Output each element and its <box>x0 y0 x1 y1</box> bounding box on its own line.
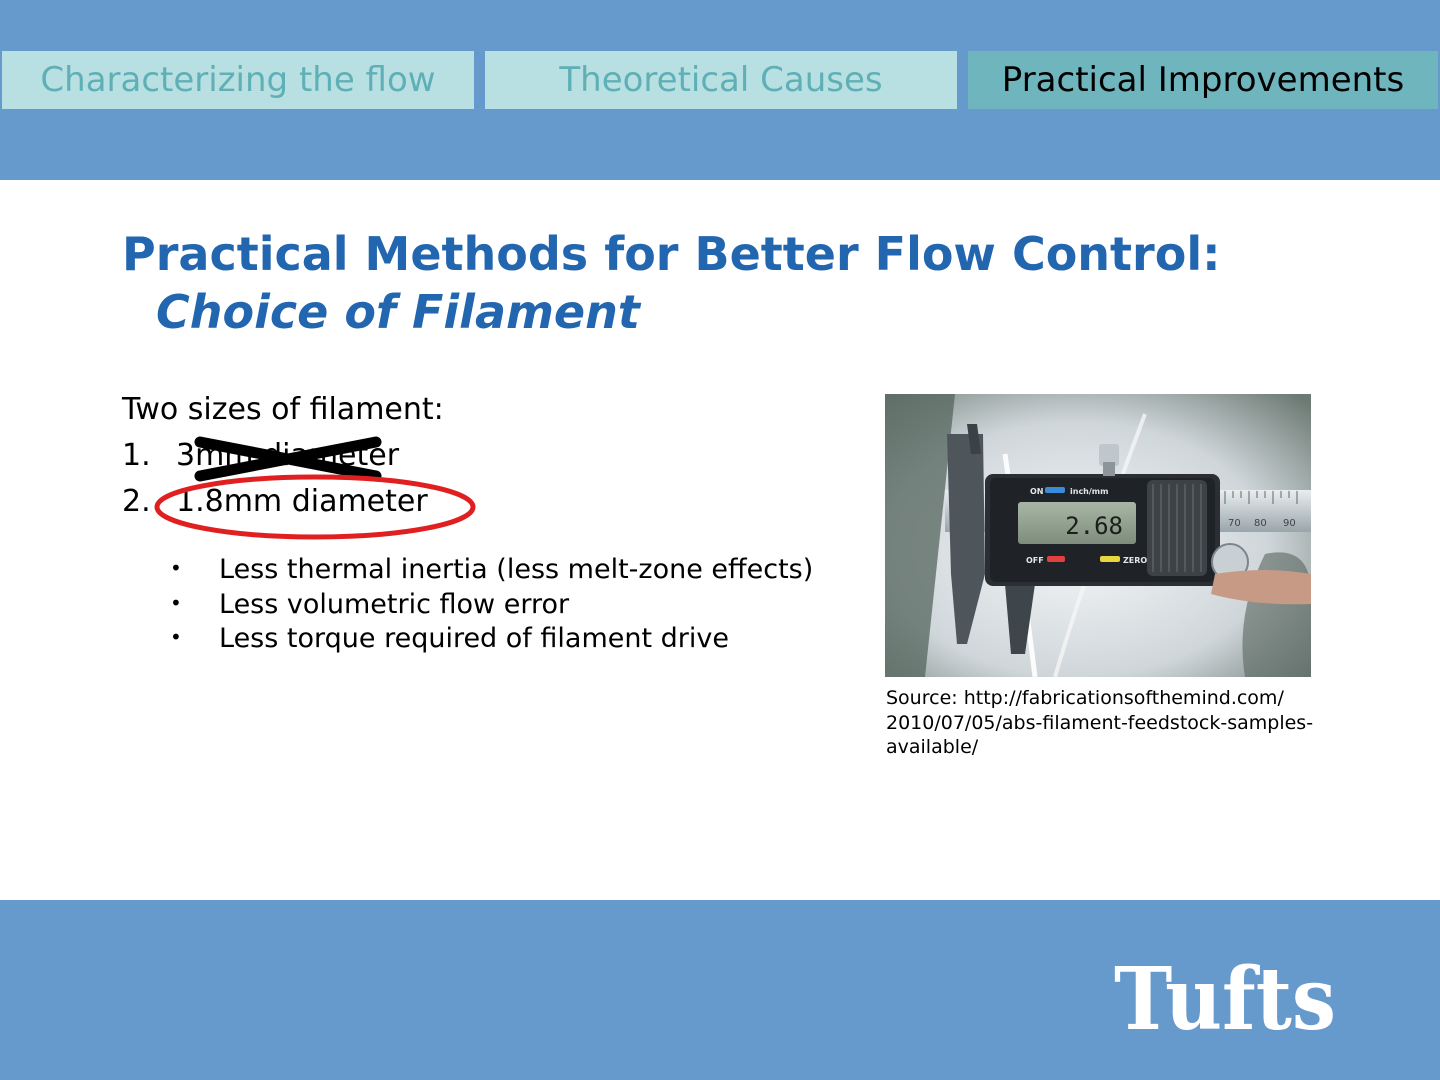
tab-characterizing-the-flow[interactable]: Characterizing the flow <box>2 51 474 109</box>
logo-text: Tufts <box>1114 949 1336 1040</box>
tab-theoretical-causes[interactable]: Theoretical Causes <box>485 51 957 109</box>
bullet-text: Less volumetric flow error <box>219 588 570 620</box>
bullet-text: Less thermal inertia (less melt-zone eff… <box>219 554 814 585</box>
on-label: ON <box>1030 487 1044 496</box>
on-button <box>1045 487 1065 493</box>
tab-label: Characterizing the flow <box>40 60 436 100</box>
source-line: Source: http://fabricationsofthemind.com… <box>886 687 1284 709</box>
tab-practical-improvements[interactable]: Practical Improvements <box>968 51 1438 109</box>
list-item-1-8mm: 2. 1.8mm diameter <box>122 484 428 520</box>
bullet-dot: • <box>170 625 182 649</box>
scale-mark: 80 <box>1254 518 1267 529</box>
tufts-logo: Tufts <box>1114 949 1336 1040</box>
source-line: available/ <box>886 736 979 758</box>
slide-title: Practical Methods for Better Flow Contro… <box>122 227 1221 281</box>
bullet-item: • Less volumetric flow error <box>170 587 813 622</box>
highlight-circle <box>154 474 476 540</box>
slide-subtitle: Choice of Filament <box>156 285 640 339</box>
zero-label: ZERO <box>1123 556 1147 565</box>
off-button <box>1047 556 1065 562</box>
bullet-text: Less torque required of filament drive <box>219 623 729 654</box>
bullet-item: • Less torque required of filament drive <box>170 621 813 656</box>
units-label: inch/mm <box>1070 487 1108 496</box>
caliper-photo: 70 80 90 2.68 ON inch/mm OFF ZERO <box>885 394 1311 677</box>
list-number: 2. <box>122 484 151 519</box>
scale-mark: 90 <box>1283 518 1296 529</box>
lcd-reading: 2.68 <box>1065 512 1123 540</box>
zero-button <box>1100 556 1120 562</box>
bullet-dot: • <box>170 556 182 580</box>
off-label: OFF <box>1026 556 1044 565</box>
tab-label: Practical Improvements <box>1001 60 1405 100</box>
bullet-item: • Less thermal inertia (less melt-zone ef… <box>170 552 813 587</box>
tab-label: Theoretical Causes <box>559 60 883 100</box>
list-number: 1. <box>122 438 151 473</box>
intro-text: Two sizes of filament: <box>122 392 444 427</box>
footer-band <box>0 900 1440 1080</box>
bullet-list: • Less thermal inertia (less melt-zone ef… <box>170 552 813 656</box>
scale-mark: 70 <box>1228 518 1241 529</box>
bullet-dot: • <box>170 590 182 615</box>
source-line: 2010/07/05/abs-filament-feedstock-sample… <box>886 711 1314 734</box>
source-caption: Source: http://fabricationsofthemind.com… <box>886 686 1356 760</box>
strikeout-mark <box>194 436 382 482</box>
list-text: 1.8mm diameter <box>176 484 428 519</box>
